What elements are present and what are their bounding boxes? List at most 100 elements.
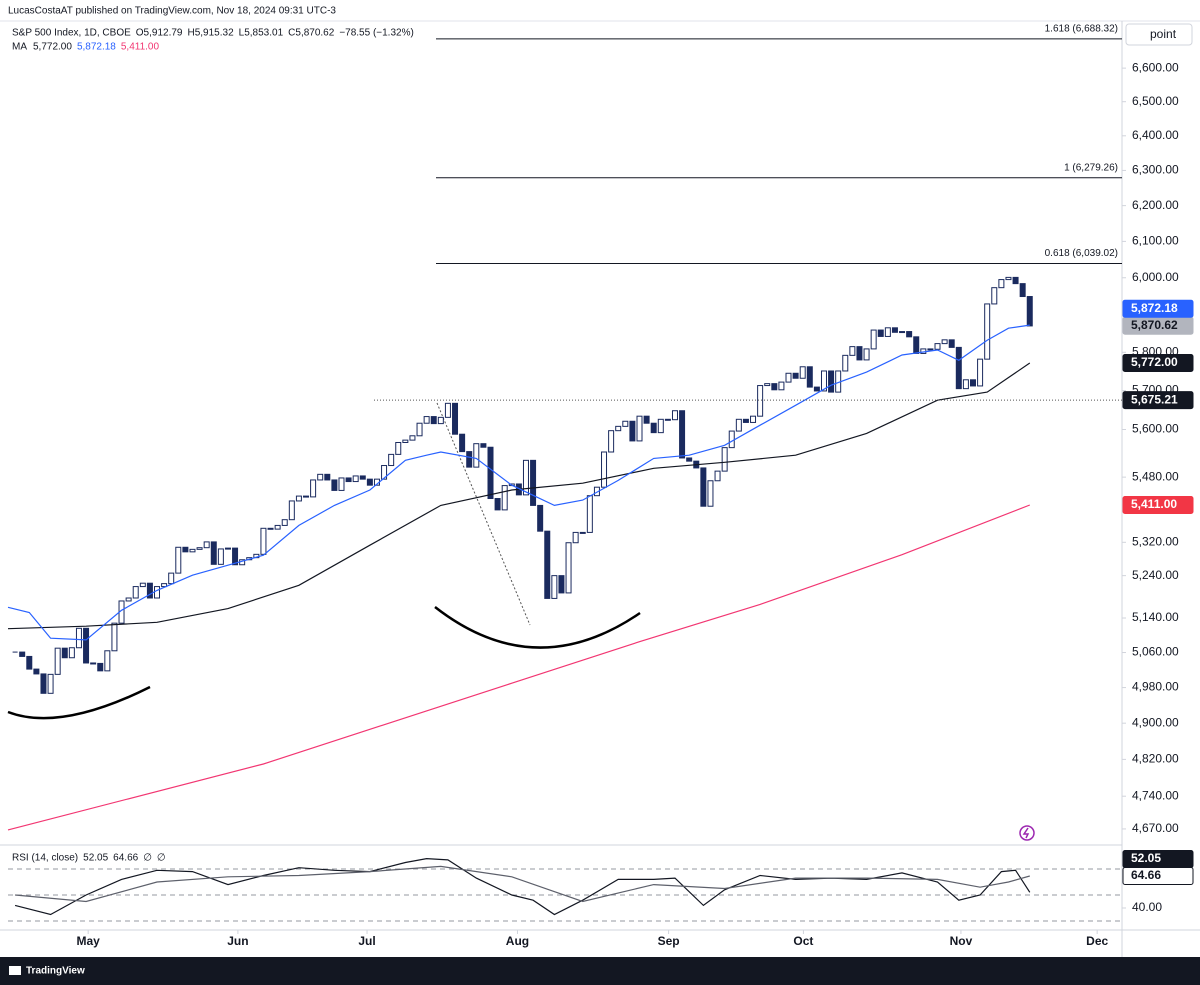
candle — [629, 420, 636, 442]
scale-button-label[interactable]: point — [1150, 27, 1177, 41]
scale-button[interactable] — [1125, 23, 1193, 46]
candle — [1005, 276, 1012, 281]
candle — [494, 498, 501, 511]
candle — [33, 668, 40, 675]
candle — [537, 504, 544, 532]
x-tick-label: Sep — [658, 934, 680, 948]
x-tick-label: Jun — [227, 934, 248, 948]
candle — [969, 379, 976, 387]
candle — [572, 531, 579, 544]
candle — [884, 327, 891, 337]
price-badge-label: 5,870.62 — [1131, 318, 1178, 332]
ma-legend-value: 5,772.00 — [33, 42, 72, 53]
candle — [182, 546, 189, 553]
y-tick-label: 6,200.00 — [1132, 198, 1179, 212]
candle — [650, 422, 657, 434]
x-tick-label: Nov — [950, 934, 973, 948]
candle — [558, 575, 565, 594]
y-tick-label: 4,740.00 — [1132, 788, 1179, 802]
series-line — [15, 865, 1030, 903]
arc-annotation — [434, 606, 641, 649]
candle — [61, 647, 68, 659]
candle — [395, 441, 402, 455]
candle — [232, 547, 239, 566]
candle — [849, 346, 856, 356]
candle — [466, 451, 473, 468]
candle — [813, 386, 820, 392]
candle — [757, 385, 764, 417]
candle — [352, 475, 359, 483]
price-badge — [1122, 391, 1194, 410]
candle — [856, 346, 863, 361]
candle — [303, 495, 310, 498]
candle — [345, 477, 352, 483]
candle — [955, 346, 962, 390]
candle — [1019, 283, 1026, 298]
candle — [686, 457, 693, 462]
footer-brand: TradingView — [26, 966, 85, 977]
series-line — [7, 362, 1031, 630]
candle — [991, 287, 998, 305]
fib-level-label: 1 (6,279.26) — [1064, 162, 1118, 173]
fib-level-label: 1.618 (6,688.32) — [1045, 24, 1118, 35]
candle — [381, 465, 388, 480]
candle — [295, 495, 302, 502]
candle — [317, 473, 324, 481]
y-tick-label: 5,320.00 — [1132, 534, 1179, 548]
candle — [565, 542, 572, 594]
y-tick-label: 6,500.00 — [1132, 94, 1179, 108]
candle — [1026, 296, 1033, 327]
candle — [288, 500, 295, 521]
price-badge-label: 5,772.00 — [1131, 355, 1178, 369]
y-tick-label: 5,480.00 — [1132, 469, 1179, 483]
candle — [175, 546, 182, 574]
candle — [863, 348, 870, 361]
candle — [338, 477, 345, 491]
legend-text: S&P 500 Index, 1D, CBOE — [12, 28, 131, 39]
candle — [601, 451, 608, 488]
legend-text: O5,912.79 — [136, 28, 183, 39]
candle — [700, 467, 707, 507]
alert-icon[interactable] — [1019, 825, 1035, 841]
candle — [480, 443, 487, 448]
x-tick-label: Oct — [793, 934, 813, 948]
candle — [636, 415, 643, 442]
price-badge-label: 5,675.21 — [1131, 392, 1178, 406]
candle — [899, 331, 906, 334]
candle — [906, 331, 913, 338]
candle — [799, 366, 806, 379]
candle — [785, 372, 792, 383]
candle — [324, 473, 331, 481]
candle — [402, 439, 409, 443]
candle — [274, 524, 281, 530]
candle — [224, 547, 231, 550]
candle — [657, 418, 664, 434]
series-line — [14, 857, 1031, 916]
candle — [501, 485, 508, 511]
legend-text: L5,853.01 — [239, 28, 284, 39]
candle — [203, 541, 210, 549]
candle — [764, 383, 771, 387]
candle — [792, 372, 799, 379]
legend-text: ∅ — [157, 853, 166, 864]
candle — [643, 415, 650, 424]
series-line — [7, 504, 1031, 831]
legend-text: RSI (14, close) — [12, 853, 78, 864]
y-tick-label: 4,980.00 — [1132, 680, 1179, 694]
candle — [210, 541, 217, 565]
trend-line — [436, 402, 531, 626]
price-badge — [1122, 849, 1194, 868]
ma-legend-value: 5,872.18 — [77, 42, 116, 53]
candle — [806, 366, 813, 388]
candle — [927, 348, 934, 351]
candle — [934, 343, 941, 350]
y-tick-label: 6,100.00 — [1132, 234, 1179, 248]
candle — [771, 383, 778, 391]
legend-text: 64.66 — [113, 853, 138, 864]
candle — [707, 480, 714, 507]
candle — [962, 379, 969, 390]
legend-text: 52.05 — [83, 853, 108, 864]
candle — [586, 495, 593, 533]
candle — [260, 527, 267, 555]
candle — [473, 443, 480, 468]
